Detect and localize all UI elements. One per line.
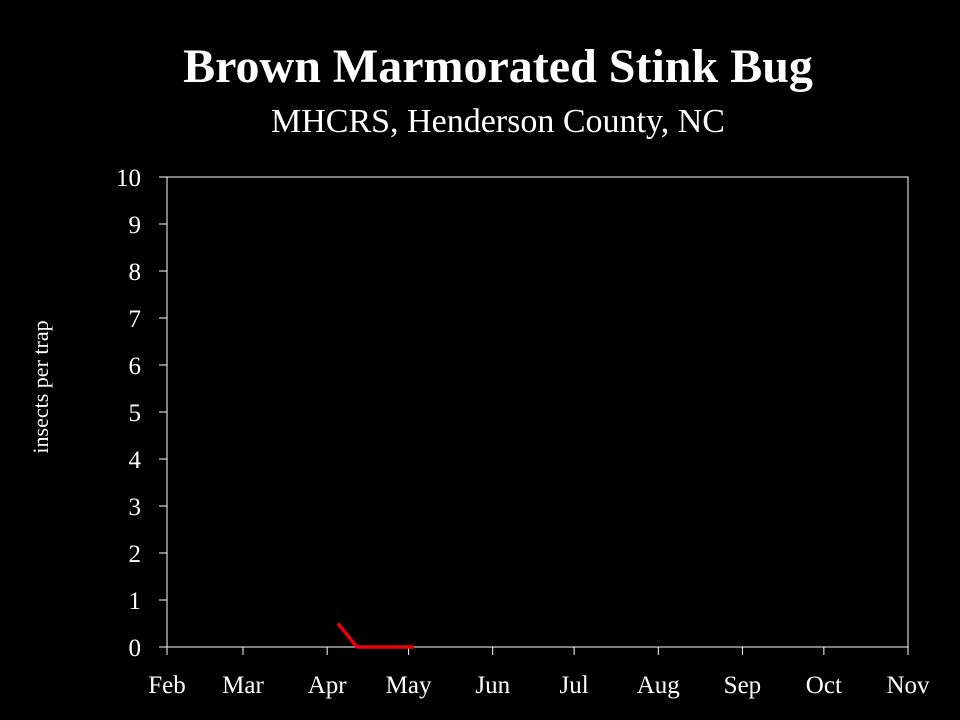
x-tick-label: Oct: [806, 672, 842, 699]
y-tick-label: 3: [129, 494, 142, 521]
x-axis: Feb Mar Apr May Jun Jul Aug Sep Oct Nov: [148, 647, 930, 699]
x-tick-label: Feb: [148, 672, 186, 699]
x-tick-label: Apr: [308, 672, 348, 699]
series-layer: [336, 622, 414, 649]
y-tick-label: 9: [129, 212, 142, 239]
y-tick-label: 8: [129, 259, 142, 286]
series-line: [336, 622, 414, 649]
y-axis: 0 1 2 3 4 5 6 7 8 9 10: [116, 165, 167, 662]
y-tick-label: 7: [129, 306, 142, 333]
chart-title: Brown Marmorated Stink Bug: [183, 40, 813, 93]
y-tick-label: 4: [129, 447, 142, 474]
x-tick-label: Nov: [886, 672, 930, 699]
y-tick-label: 1: [129, 588, 142, 615]
x-tick-label: Sep: [724, 672, 762, 699]
y-tick-label: 0: [129, 635, 142, 662]
y-tick-label: 5: [129, 400, 142, 427]
y-tick-label: 10: [116, 165, 141, 192]
x-tick-label: Aug: [637, 672, 681, 699]
x-tick-label: Jul: [560, 672, 589, 699]
x-tick-label: Jun: [475, 672, 510, 699]
plot-area-frame: [166, 176, 909, 648]
y-tick-label: 2: [129, 541, 142, 568]
chart-subtitle: MHCRS, Henderson County, NC: [271, 103, 725, 140]
y-axis-label: insects per trap: [28, 320, 53, 453]
x-tick-label: May: [386, 672, 432, 699]
x-tick-label: Mar: [222, 672, 264, 699]
y-tick-label: 6: [129, 353, 142, 380]
